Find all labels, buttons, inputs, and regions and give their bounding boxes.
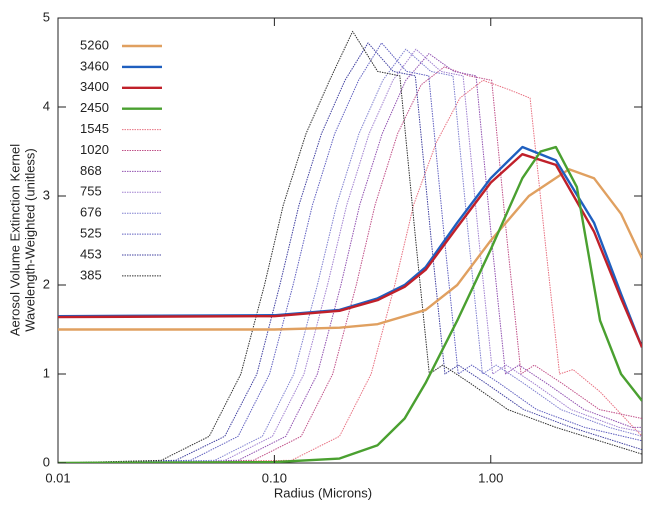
series-line — [58, 152, 642, 348]
y-tick-label: 5 — [43, 9, 50, 24]
x-tick-label: 0.10 — [262, 470, 287, 485]
x-tick-label: 1.00 — [478, 470, 503, 485]
legend-label: 3400 — [80, 79, 109, 94]
legend-label: 525 — [80, 226, 102, 241]
x-axis-label: Radius (Microns) — [274, 485, 372, 500]
legend-label: 755 — [80, 184, 102, 199]
plot-frame — [57, 17, 643, 464]
x-tick-label: 0.01 — [45, 470, 70, 485]
plot-area — [58, 30, 642, 463]
y-axis-label: Wavelength-Weighted (unitless) — [22, 148, 37, 332]
legend-label: 5260 — [80, 37, 109, 52]
series-line — [58, 145, 642, 463]
series-line — [58, 53, 642, 463]
y-tick-label: 0 — [43, 454, 50, 469]
legend-label: 1545 — [80, 121, 109, 136]
series-line — [58, 30, 642, 463]
series-line — [58, 48, 642, 463]
legend-label: 3460 — [80, 58, 109, 73]
series-line — [58, 48, 642, 463]
series-line — [58, 42, 642, 463]
series-line — [58, 168, 642, 331]
y-axis-label: Aerosol Volume Extinction Kernel — [7, 144, 22, 336]
legend-label: 2450 — [80, 100, 109, 115]
y-tick-label: 2 — [43, 276, 50, 291]
series-line — [58, 42, 642, 463]
series-line — [58, 66, 642, 463]
legend-label: 453 — [80, 246, 102, 261]
legend-label: 676 — [80, 205, 102, 220]
legend-label: 385 — [80, 267, 102, 282]
series-line — [58, 79, 642, 463]
y-tick-label: 1 — [43, 365, 50, 380]
legend-label: 1020 — [80, 142, 109, 157]
y-tick-label: 4 — [43, 98, 50, 113]
legend-label: 868 — [80, 163, 102, 178]
y-tick-label: 3 — [43, 187, 50, 202]
